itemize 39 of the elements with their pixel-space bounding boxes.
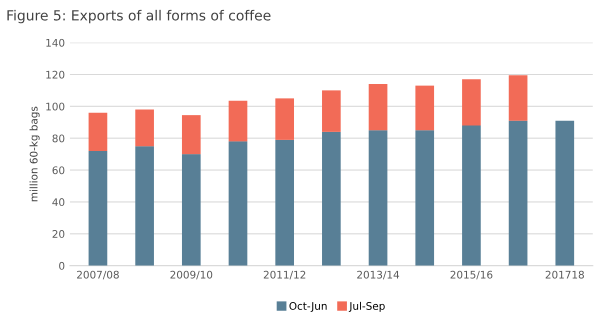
bar: [322, 90, 341, 132]
legend-label: Jul-Sep: [348, 302, 385, 312]
y-tick-label: 20: [52, 230, 64, 238]
y-tick-label: 0: [59, 262, 64, 270]
y-tick-label: 40: [52, 198, 64, 206]
y-tick-label: 140: [46, 38, 64, 47]
bar: [368, 130, 388, 266]
bar: [415, 86, 434, 130]
bar: [555, 120, 574, 266]
bar: [88, 150, 108, 266]
bar: [275, 140, 294, 266]
legend-label: Oct-Jun: [289, 302, 327, 312]
bar: [462, 79, 481, 126]
x-tick-label: 2013/14: [357, 270, 400, 280]
chart-title: Figure 5: Exports of all forms of coffee: [7, 10, 270, 24]
y-tick-label: 60: [52, 166, 64, 174]
bar: [322, 132, 341, 266]
bar: [228, 100, 248, 142]
y-axis-title: million 60-kg bags: [30, 106, 40, 202]
bar: [508, 75, 528, 121]
y-tick-label: 100: [46, 102, 64, 110]
bar: [368, 84, 388, 130]
x-tick-label: 2007/08: [77, 270, 119, 280]
x-tick-label: 2009/10: [170, 270, 212, 280]
bar: [135, 110, 154, 146]
bar: [228, 141, 248, 266]
bar: [88, 112, 108, 151]
bar: [462, 125, 481, 266]
bar: [415, 130, 434, 266]
bar: [182, 115, 201, 154]
bar: [508, 120, 528, 266]
x-tick-label: 201718: [546, 270, 584, 279]
y-tick-label: 120: [46, 70, 64, 79]
bar: [182, 154, 201, 266]
x-tick-label: 2015/16: [450, 270, 492, 280]
bar: [135, 146, 154, 266]
bar: [275, 98, 294, 140]
x-tick-label: 2011/12: [264, 270, 306, 280]
y-tick-label: 80: [52, 134, 64, 142]
